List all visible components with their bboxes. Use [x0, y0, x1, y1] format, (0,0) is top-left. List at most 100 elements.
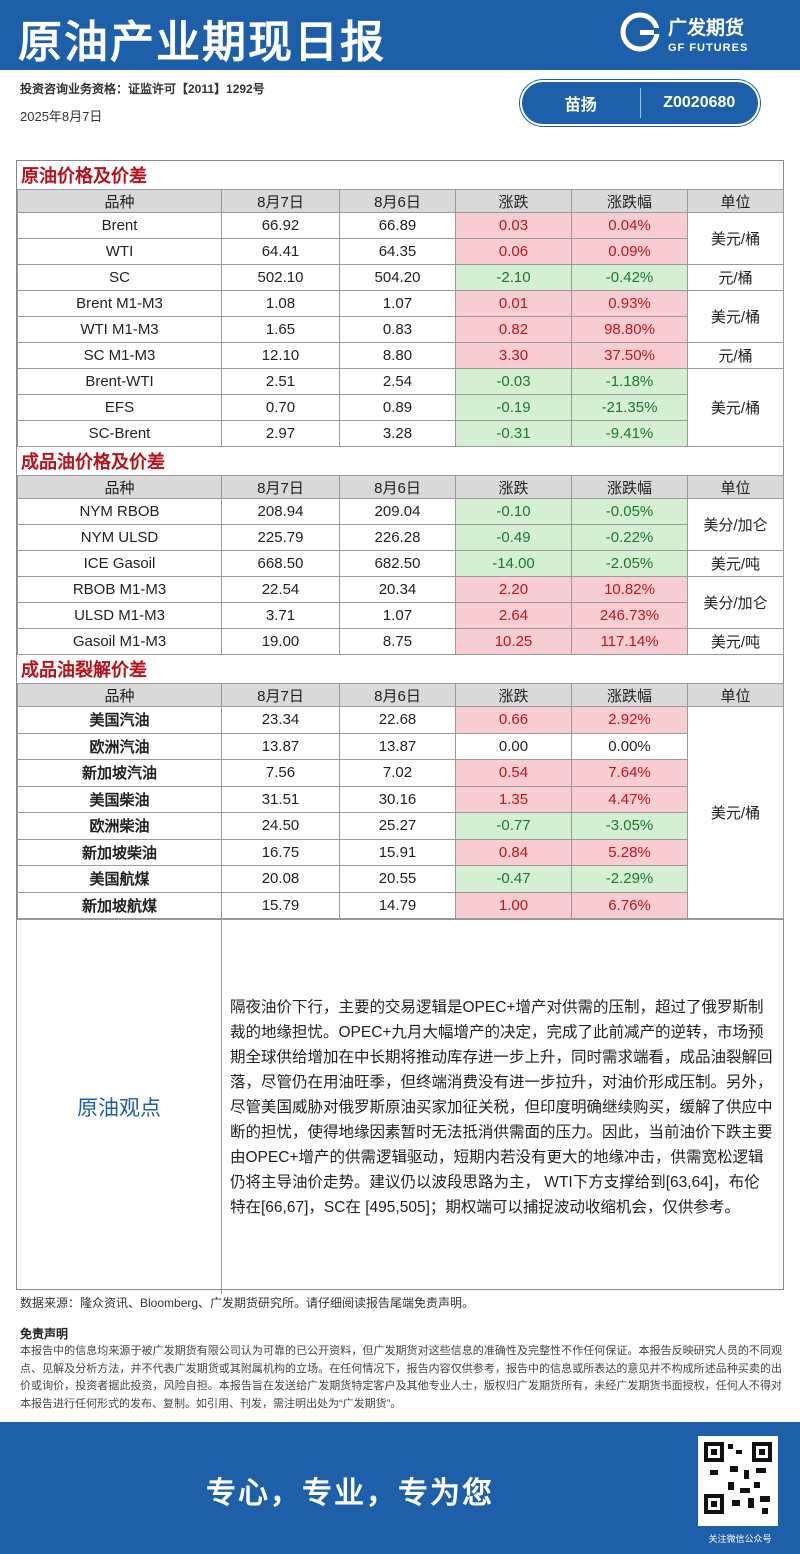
cell-value: 0.84 [455, 838, 572, 866]
row-name: ICE Gasoil [17, 550, 222, 577]
cell-value: 0.93% [571, 290, 688, 317]
cell-value: 3.71 [221, 602, 340, 629]
cell-value: 0.83 [339, 316, 456, 343]
row-name: Brent M1-M3 [17, 290, 222, 317]
cell-value: 2.92% [571, 706, 688, 734]
data-row: 新加坡航煤 15.79 14.79 1.00 6.76% [17, 891, 784, 919]
cell-value: 7.56 [221, 759, 340, 787]
cell-value: 208.94 [221, 498, 340, 525]
cell-value: -9.41% [571, 420, 688, 447]
cell-value: 15.91 [339, 838, 456, 866]
row-name: 欧洲柴油 [17, 812, 222, 840]
data-row: NYM ULSD 225.79 226.28 -0.49 -0.22% [17, 524, 784, 551]
cell-value: 20.08 [221, 865, 340, 893]
source: 数据来源：隆众资讯、Bloomberg、广发期货研究所。请仔细阅读报告尾端免责声… [20, 1296, 475, 1310]
row-name: NYM RBOB [17, 498, 222, 525]
header-row: 品种 8月7日 8月6日 涨跌 涨跌幅 单位 [17, 189, 784, 213]
cell-value: 13.87 [221, 732, 340, 760]
column-header: 涨跌 [455, 475, 572, 499]
column-header: 品种 [17, 189, 222, 213]
row-name: Brent-WTI [17, 368, 222, 395]
row-name: Brent [17, 212, 222, 239]
date: 2025年8月7日 [20, 109, 103, 124]
cell-value: 3.30 [455, 342, 572, 369]
cell-value: -0.22% [571, 524, 688, 551]
row-name: 新加坡航煤 [17, 891, 222, 919]
opinion: 原油观点 隔夜油价下行，主要的交易逻辑是OPEC+增产对供需的压制，超过了俄罗斯… [17, 919, 783, 1294]
cell-value: 2.64 [455, 602, 572, 629]
tables: 原油价格及价差 品种 8月7日 8月6日 涨跌 涨跌幅 单位 Brent 66.92 66.89 0… [17, 161, 784, 919]
cell-value: 10.82% [571, 576, 688, 603]
cell-value: 682.50 [339, 550, 456, 577]
cell-value: 4.47% [571, 785, 688, 813]
data-row: Brent 66.92 66.89 0.03 0.04% 美元/桶 [17, 212, 784, 265]
row-name: 美国柴油 [17, 785, 222, 813]
cell-value: 246.73% [571, 602, 688, 629]
data-table: 品种 8月7日 8月6日 涨跌 涨跌幅 单位 NYM RBOB 208.94 209.04 -0.… [17, 475, 784, 655]
cell-value: -14.00 [455, 550, 572, 577]
license: 投资咨询业务资格：证监许可【2011】1292号 [20, 82, 265, 96]
cell-value: -0.05% [571, 498, 688, 525]
data-row: 欧洲汽油 13.87 13.87 0.00 0.00% [17, 732, 784, 760]
data-row: Brent-WTI 2.51 2.54 -0.03 -1.18% 美元/桶 [17, 368, 784, 447]
row-name: NYM ULSD [17, 524, 222, 551]
logo-en: GF FUTURES [668, 42, 748, 54]
cell-value: 31.51 [221, 785, 340, 813]
cell-value: 13.87 [339, 732, 456, 760]
cell-value: 1.08 [221, 290, 340, 317]
row-name: SC-Brent [17, 420, 222, 447]
cell-value: -0.77 [455, 812, 572, 840]
cell-value: 668.50 [221, 550, 340, 577]
data-row: 新加坡汽油 7.56 7.02 0.54 7.64% [17, 759, 784, 787]
cell-value: -2.05% [571, 550, 688, 577]
unit: 美分/加仑 [687, 498, 784, 551]
row-name: ULSD M1-M3 [17, 602, 222, 629]
section-title: 成品油裂解价差 [21, 660, 147, 680]
cell-value: 7.02 [339, 759, 456, 787]
cell-value: 1.07 [339, 290, 456, 317]
cell-value: 209.04 [339, 498, 456, 525]
cell-value: 0.06 [455, 238, 572, 265]
column-header: 8月6日 [339, 475, 456, 499]
header-row: 品种 8月7日 8月6日 涨跌 涨跌幅 单位 [17, 683, 784, 707]
cell-value: 1.07 [339, 602, 456, 629]
column-header: 品种 [17, 683, 222, 707]
cell-value: 98.80% [571, 316, 688, 343]
disclaimer-title: 免责声明 [20, 1327, 69, 1341]
cell-value: 225.79 [221, 524, 340, 551]
cell-value: -2.10 [455, 264, 572, 291]
row-name: WTI [17, 238, 222, 265]
data-row: RBOB M1-M3 22.54 20.34 2.20 10.82% 美分/加仑 [17, 576, 784, 629]
data-row: Gasoil M1-M3 19.00 8.75 10.25 117.14% 美元/吨 [17, 628, 784, 655]
cell-value: 25.27 [339, 812, 456, 840]
row-name: 新加坡柴油 [17, 838, 222, 866]
cell-value: 24.50 [221, 812, 340, 840]
section-title: 成品油价格及价差 [21, 452, 165, 472]
cell-value: -0.19 [455, 394, 572, 421]
cell-value: 66.92 [221, 212, 340, 239]
qr-caption: 关注微信公众号 [708, 1534, 772, 1544]
row-name: RBOB M1-M3 [17, 576, 222, 603]
row-name: 新加坡汽油 [17, 759, 222, 787]
column-header: 8月7日 [221, 683, 340, 707]
unit: 美分/加仑 [687, 576, 784, 629]
cell-value: 502.10 [221, 264, 340, 291]
row-name: Gasoil M1-M3 [17, 628, 222, 655]
cell-value: -0.10 [455, 498, 572, 525]
logo-cn: 广发期货 [668, 16, 744, 39]
cell-value: 30.16 [339, 785, 456, 813]
unit: 元/桶 [687, 342, 784, 369]
cell-value: 2.51 [221, 368, 340, 395]
data-row: Brent M1-M3 1.08 1.07 0.01 0.93% 美元/桶 [17, 290, 784, 343]
cell-value: 0.00% [571, 732, 688, 760]
cell-value: 0.03 [455, 212, 572, 239]
column-header: 8月6日 [339, 189, 456, 213]
data-row: NYM RBOB 208.94 209.04 -0.10 -0.05% 美分/加仑 [17, 498, 784, 551]
column-header: 8月7日 [221, 189, 340, 213]
cell-value: -0.03 [455, 368, 572, 395]
data-row: SC-Brent 2.97 3.28 -0.31 -9.41% [17, 420, 784, 447]
unit: 美元/吨 [687, 628, 784, 655]
cell-value: 23.34 [221, 706, 340, 734]
unit: 美元/桶 [687, 290, 784, 343]
